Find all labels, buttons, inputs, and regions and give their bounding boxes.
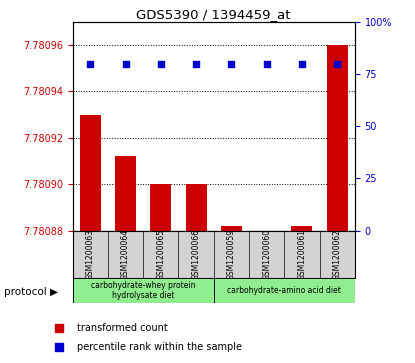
Point	[193, 61, 200, 66]
Bar	[214, 278, 355, 303]
Text: protocol ▶: protocol ▶	[4, 287, 58, 297]
Bar	[327, 45, 348, 231]
Bar	[221, 226, 242, 231]
Point	[122, 61, 129, 66]
Point	[56, 344, 63, 350]
Bar	[73, 278, 214, 303]
Title: GDS5390 / 1394459_at: GDS5390 / 1394459_at	[137, 8, 291, 21]
Bar	[291, 226, 312, 231]
Text: transformed count: transformed count	[77, 323, 168, 333]
Text: GSM1200060: GSM1200060	[262, 229, 271, 280]
Text: GSM1200063: GSM1200063	[86, 229, 95, 280]
Bar	[256, 231, 277, 235]
Text: percentile rank within the sample: percentile rank within the sample	[77, 342, 242, 352]
Text: GSM1200059: GSM1200059	[227, 229, 236, 280]
Text: GSM1200066: GSM1200066	[192, 229, 200, 280]
Text: carbohydrate-amino acid diet: carbohydrate-amino acid diet	[227, 286, 341, 295]
Point	[228, 61, 235, 66]
Text: GSM1200065: GSM1200065	[156, 229, 165, 280]
Text: GSM1200061: GSM1200061	[298, 229, 306, 280]
Point	[299, 61, 305, 66]
Point	[264, 61, 270, 66]
Bar	[115, 156, 136, 231]
Bar	[80, 115, 101, 231]
Point	[334, 61, 341, 66]
Text: GSM1200062: GSM1200062	[333, 229, 342, 280]
Text: GSM1200064: GSM1200064	[121, 229, 130, 280]
Point	[87, 61, 94, 66]
Point	[56, 325, 63, 331]
Text: carbohydrate-whey protein
hydrolysate diet: carbohydrate-whey protein hydrolysate di…	[91, 281, 195, 300]
Point	[157, 61, 164, 66]
Bar	[150, 184, 171, 231]
Bar	[186, 184, 207, 231]
